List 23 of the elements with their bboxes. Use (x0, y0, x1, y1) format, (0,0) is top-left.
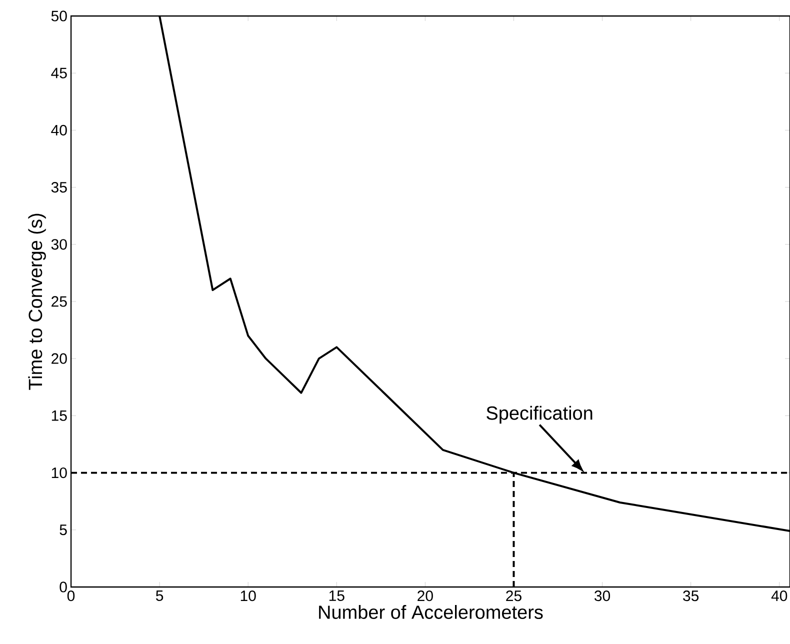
x-tick-label: 15 (329, 590, 344, 601)
x-tick-label: 30 (594, 590, 610, 602)
x-tick-label: 25 (506, 590, 522, 602)
x-tick-label: 40 (771, 590, 788, 602)
x-tick-label: 5 (156, 590, 164, 601)
x-axis-title: Number of Accelerometers (319, 605, 543, 619)
y-tick-label: 10 (52, 467, 67, 478)
y-tick-label: 25 (52, 296, 67, 307)
x-tick-label: 35 (683, 590, 699, 602)
y-tick-label: 20 (52, 353, 67, 364)
y-tick-label: 15 (52, 410, 67, 421)
y-tick-label: 40 (51, 124, 67, 136)
y-tick-label: 30 (51, 239, 67, 250)
annotation: Specification (486, 406, 592, 424)
y-tick-label: 45 (51, 68, 67, 78)
y-tick-label: 50 (51, 10, 67, 22)
x-tick-label: 20 (418, 590, 433, 602)
y-tick-label: 0 (60, 582, 67, 592)
x-tick-label: 0 (67, 590, 75, 602)
y-tick-label: 35 (51, 182, 67, 193)
y-axis-title: Time to Converge (s) (28, 214, 46, 390)
x-tick-label: 10 (240, 590, 256, 602)
y-tick-label: 5 (60, 524, 67, 536)
